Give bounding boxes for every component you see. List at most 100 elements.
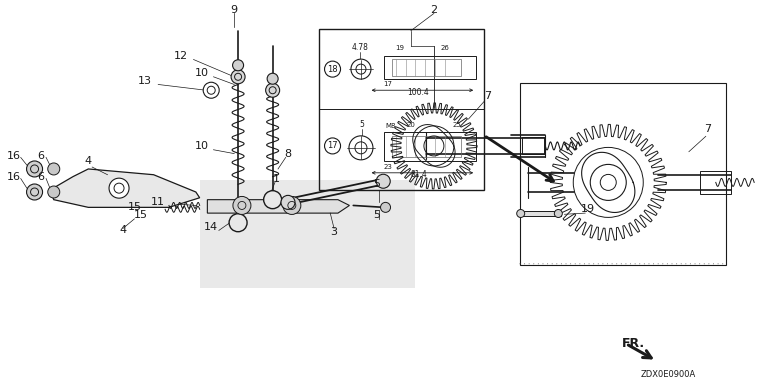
Circle shape — [717, 263, 719, 264]
Circle shape — [48, 163, 60, 175]
Circle shape — [657, 263, 659, 264]
Text: 7: 7 — [484, 91, 492, 101]
Circle shape — [644, 263, 645, 264]
Circle shape — [109, 178, 129, 198]
Text: 6: 6 — [37, 151, 45, 161]
Bar — [520, 83, 726, 265]
Circle shape — [570, 263, 571, 264]
Circle shape — [694, 263, 696, 264]
Text: 14: 14 — [204, 222, 218, 232]
Circle shape — [579, 263, 581, 264]
Circle shape — [676, 263, 677, 264]
Circle shape — [611, 263, 613, 264]
Circle shape — [574, 263, 576, 264]
Text: 19: 19 — [395, 45, 404, 51]
Text: 15: 15 — [134, 210, 148, 220]
Circle shape — [27, 184, 42, 200]
Circle shape — [653, 263, 654, 264]
Text: 11: 11 — [151, 197, 165, 207]
Text: 4.78: 4.78 — [352, 43, 369, 53]
Circle shape — [602, 263, 604, 264]
Text: 4: 4 — [84, 156, 92, 166]
Circle shape — [547, 263, 548, 264]
Bar — [700, 171, 731, 194]
Circle shape — [713, 263, 714, 264]
Circle shape — [680, 263, 682, 264]
Circle shape — [625, 263, 627, 264]
Circle shape — [662, 263, 664, 264]
Text: 17: 17 — [327, 141, 338, 151]
Circle shape — [283, 197, 301, 214]
Circle shape — [621, 263, 622, 264]
Text: 1: 1 — [273, 174, 280, 184]
Circle shape — [231, 70, 245, 84]
Text: 3: 3 — [330, 227, 338, 237]
Circle shape — [266, 83, 280, 97]
Circle shape — [584, 263, 585, 264]
Circle shape — [708, 263, 710, 264]
Circle shape — [722, 263, 723, 264]
Text: 10: 10 — [195, 68, 209, 78]
Text: 5: 5 — [372, 179, 380, 189]
Text: 18: 18 — [327, 65, 338, 74]
Text: 13: 13 — [137, 76, 151, 86]
Circle shape — [690, 263, 691, 264]
Bar — [200, 180, 415, 288]
Bar — [392, 136, 461, 157]
Text: 2: 2 — [430, 5, 438, 15]
Text: 17: 17 — [383, 81, 392, 88]
Text: 5: 5 — [359, 120, 364, 129]
Circle shape — [588, 263, 590, 264]
Circle shape — [542, 263, 544, 264]
Polygon shape — [207, 200, 349, 213]
Bar — [319, 29, 484, 190]
Circle shape — [27, 161, 42, 177]
Circle shape — [229, 214, 247, 232]
Text: 100.4: 100.4 — [408, 88, 429, 97]
Text: ZDX0E0900A: ZDX0E0900A — [641, 370, 696, 379]
Circle shape — [639, 263, 641, 264]
Bar — [384, 56, 476, 79]
Text: 26: 26 — [441, 45, 450, 51]
Text: 23: 23 — [383, 164, 392, 170]
Circle shape — [528, 263, 530, 264]
Circle shape — [667, 263, 668, 264]
Text: 9: 9 — [230, 5, 238, 15]
Text: 8: 8 — [284, 149, 292, 159]
Text: 10: 10 — [195, 141, 209, 151]
Circle shape — [380, 202, 391, 212]
Bar — [518, 211, 561, 216]
Circle shape — [554, 210, 562, 217]
Text: 25: 25 — [452, 122, 462, 128]
Text: 5: 5 — [372, 210, 380, 220]
Circle shape — [556, 263, 558, 264]
Circle shape — [593, 263, 594, 264]
Circle shape — [281, 195, 295, 209]
Circle shape — [376, 174, 390, 188]
Bar — [392, 59, 461, 76]
Circle shape — [671, 263, 673, 264]
Text: 16: 16 — [7, 151, 21, 161]
Circle shape — [351, 59, 371, 79]
Circle shape — [517, 210, 525, 217]
Circle shape — [533, 263, 535, 264]
Circle shape — [703, 263, 705, 264]
Circle shape — [267, 73, 278, 84]
Circle shape — [233, 197, 251, 214]
Circle shape — [519, 263, 521, 264]
Circle shape — [634, 263, 636, 264]
Circle shape — [538, 263, 539, 264]
Circle shape — [561, 263, 562, 264]
Text: 6: 6 — [37, 172, 45, 182]
Text: 20: 20 — [406, 122, 415, 128]
Text: FR.: FR. — [622, 337, 645, 350]
Circle shape — [616, 263, 617, 264]
Text: 16: 16 — [7, 172, 21, 182]
Polygon shape — [50, 169, 200, 207]
Circle shape — [565, 263, 567, 264]
Circle shape — [699, 263, 700, 264]
Circle shape — [598, 263, 599, 264]
Circle shape — [524, 263, 525, 264]
Text: 15: 15 — [128, 202, 142, 212]
Circle shape — [48, 186, 60, 198]
